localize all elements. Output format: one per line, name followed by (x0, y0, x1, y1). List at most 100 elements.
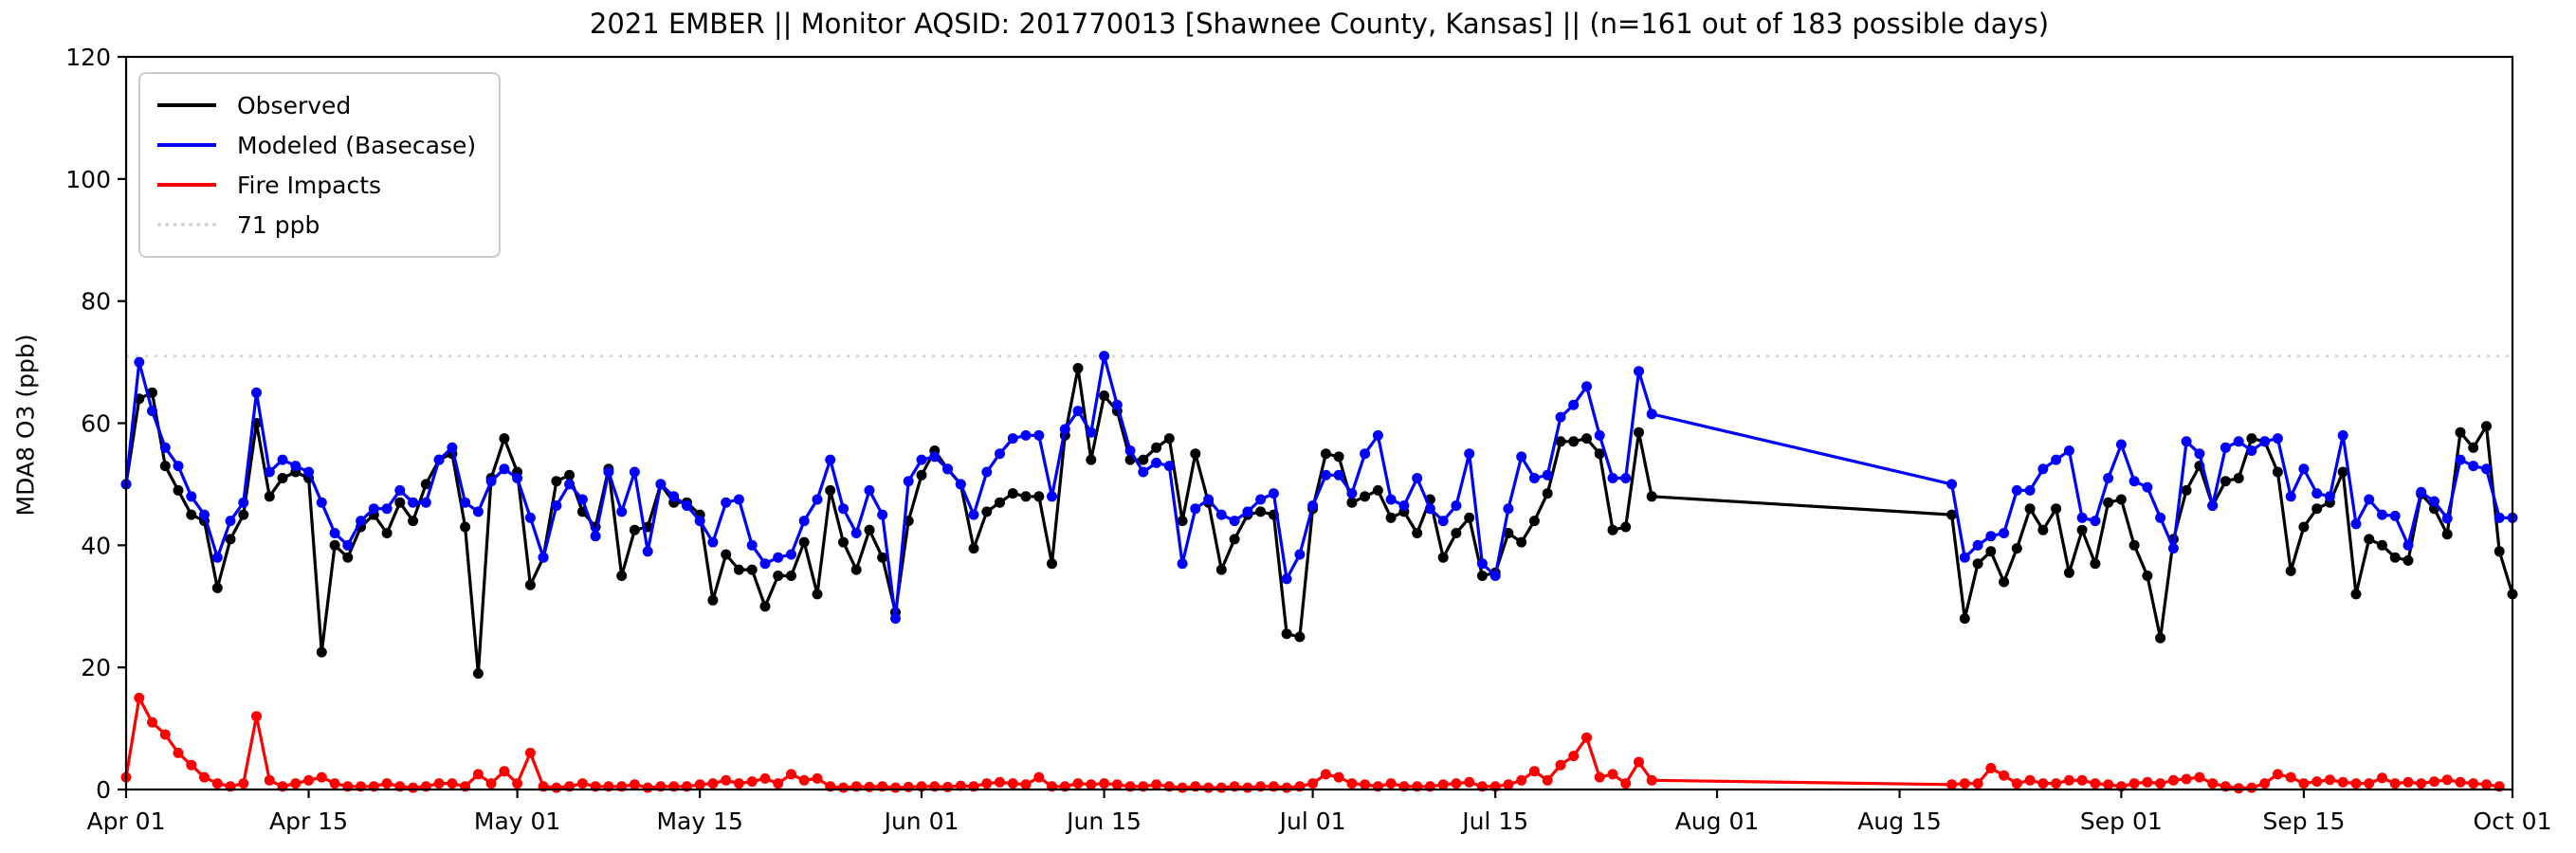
data-point (2115, 439, 2127, 450)
data-point (1398, 500, 1410, 511)
data-point (629, 779, 640, 790)
legend-line-sample (157, 183, 216, 187)
data-point (798, 774, 810, 786)
data-point (1215, 509, 1227, 520)
data-point (356, 516, 367, 527)
data-point (394, 497, 406, 508)
data-point (238, 497, 249, 508)
data-point (1437, 516, 1449, 527)
data-point (1346, 488, 1358, 499)
data-point (2429, 776, 2439, 788)
data-point (1516, 451, 1527, 463)
data-point (2090, 778, 2101, 789)
series-line-observed (124, 366, 2514, 676)
x-tick-label: Apr 01 (86, 808, 165, 835)
data-point (2090, 516, 2101, 527)
data-point (1999, 576, 2010, 588)
chart-title: 2021 EMBER || Monitor AQSID: 201770013 [… (589, 8, 2050, 40)
data-point (1451, 528, 1462, 538)
data-point (1620, 521, 1632, 533)
data-point (995, 497, 1005, 508)
data-point (773, 571, 784, 581)
data-point (1999, 770, 2010, 781)
y-tick-label: 20 (81, 654, 111, 681)
data-point (1581, 381, 1592, 392)
data-point (1385, 512, 1397, 523)
data-point (316, 497, 327, 508)
data-point (2246, 433, 2257, 445)
data-point (2037, 463, 2049, 475)
data-point (472, 668, 484, 680)
data-point (1242, 506, 1253, 517)
x-tick-label: Apr 15 (269, 808, 348, 835)
data-point (629, 524, 640, 535)
data-point (1412, 528, 1423, 538)
data-point (1047, 491, 1057, 502)
data-point (694, 779, 705, 790)
data-point (1007, 778, 1018, 789)
data-point (1086, 454, 1097, 465)
data-point (2155, 778, 2166, 789)
data-point (211, 552, 223, 563)
data-point (1372, 484, 1383, 496)
data-point (1424, 503, 1435, 515)
data-point (2024, 774, 2036, 786)
data-point (1294, 631, 1306, 643)
data-point (616, 571, 628, 581)
data-point (707, 536, 719, 548)
data-point (1385, 778, 1397, 789)
data-point (408, 516, 419, 527)
data-point (2181, 436, 2192, 447)
data-point (186, 509, 197, 520)
data-point (1099, 351, 1110, 362)
data-point (1242, 782, 1253, 793)
data-point (1581, 433, 1592, 445)
data-point (2024, 484, 2036, 496)
data-point (499, 463, 510, 475)
data-point (995, 776, 1005, 788)
data-point (838, 782, 849, 793)
data-point (1007, 488, 1018, 499)
data-point (1464, 776, 1475, 788)
data-point (1346, 778, 1358, 789)
data-point (147, 406, 157, 417)
data-point (2389, 510, 2401, 521)
data-point (551, 782, 562, 793)
data-point (916, 469, 927, 481)
x-tick-label: Sep 01 (2080, 808, 2163, 835)
data-point (642, 546, 653, 557)
data-point (2285, 771, 2296, 783)
data-point (1086, 779, 1097, 790)
data-point (1594, 448, 1605, 460)
data-point (890, 782, 901, 793)
data-point (225, 534, 236, 545)
data-point (2142, 776, 2153, 788)
data-point (2377, 772, 2387, 784)
data-point (2350, 778, 2362, 789)
data-point (381, 778, 393, 789)
data-point (2416, 486, 2427, 498)
data-point (1568, 399, 1580, 410)
y-tick-label: 0 (96, 776, 111, 804)
data-point (2220, 476, 2231, 487)
data-point (746, 564, 758, 575)
data-point (1607, 524, 1618, 535)
data-point (2402, 554, 2414, 566)
data-point (1528, 766, 1540, 777)
data-point (890, 613, 901, 625)
data-point (2272, 466, 2283, 478)
data-point (173, 484, 184, 496)
data-point (2076, 512, 2088, 523)
data-point (942, 781, 953, 792)
data-point (707, 778, 719, 789)
data-point (2455, 426, 2466, 438)
data-point (2272, 769, 2283, 780)
data-point (238, 778, 249, 789)
data-point (2468, 461, 2479, 472)
data-point (1528, 516, 1540, 527)
data-point (812, 589, 823, 600)
data-point (1620, 778, 1632, 789)
data-point (1190, 503, 1201, 515)
data-point (1634, 426, 1644, 438)
data-point (2468, 778, 2479, 789)
